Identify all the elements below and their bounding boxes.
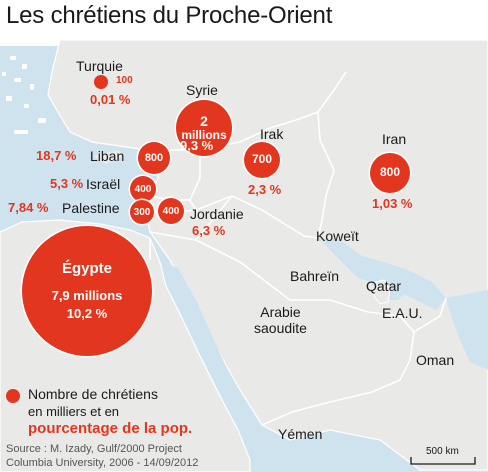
count-egypte: 7,9 millions (51, 288, 123, 304)
scale-bar (410, 457, 476, 465)
count-irak: 700 (251, 152, 273, 167)
pct-irak: 2,3 % (248, 182, 282, 197)
gulf-of-oman (446, 290, 488, 370)
persian-gulf (318, 238, 446, 310)
bubble-irak: 700 (244, 142, 280, 178)
bubble-liban: 800 (138, 142, 170, 174)
count-syrie-line1: 2 (200, 112, 208, 129)
scale-label: 500 km (426, 446, 459, 457)
count-liban: 800 (144, 151, 164, 164)
red-sea (160, 262, 262, 452)
country-label-eau: E.A.U. (382, 305, 423, 321)
country-label-koweit: Koweït (316, 228, 359, 244)
pct-palestine: 7,84 % (8, 200, 49, 215)
country-label-irak: Irak (260, 126, 284, 142)
country-label-egypte: Égypte (61, 259, 112, 277)
country-label-arabie-line1: Arabie (260, 304, 301, 320)
country-label-arabie: Arabie saoudite (254, 304, 307, 336)
bubble-egypte: Égypte 7,9 millions 10,2 % (22, 226, 152, 356)
country-label-palestine: Palestine (62, 200, 120, 216)
bubble-israel: 400 (130, 176, 156, 202)
pct-jordanie: 6,3 % (192, 223, 226, 238)
source-line1: Source : M. Izady, Gulf/2000 Project (6, 443, 182, 455)
count-turquie: 100 (116, 75, 133, 86)
source-line2: Columbia University, 2006 - 14/09/2012 (6, 456, 199, 469)
legend-dot (6, 389, 20, 403)
bubble-palestine: 300 (130, 200, 154, 224)
pct-liban: 18,7 % (36, 148, 77, 163)
bubble-syrie: 2 millions (176, 100, 232, 156)
cyprus (92, 150, 124, 164)
country-label-jordanie: Jordanie (190, 206, 244, 222)
title-band (0, 0, 488, 46)
country-label-liban: Liban (90, 148, 125, 164)
source: Source : M. Izady, Gulf/2000 Project Col… (6, 443, 198, 471)
count-jordanie: 400 (162, 205, 180, 217)
country-label-yemen: Yémen (278, 426, 323, 442)
count-palestine: 300 (133, 206, 151, 218)
pct-israel: 5,3 % (50, 176, 84, 191)
country-label-qatar: Qatar (366, 278, 402, 294)
page-title: Les chrétiens du Proche-Orient (6, 2, 333, 29)
aegean-islands (2, 56, 46, 134)
pct-turquie: 0,01 % (90, 92, 131, 107)
country-label-oman: Oman (416, 352, 455, 368)
country-label-turquie: Turquie (76, 58, 123, 74)
bubble-jordanie: 400 (158, 198, 184, 224)
legend-line2: en milliers et en (28, 404, 120, 419)
count-iran: 800 (379, 165, 401, 180)
country-label-iran: Iran (382, 131, 407, 147)
qatar-peninsula (373, 279, 391, 305)
pct-syrie: 9,3 % (180, 138, 214, 153)
pct-egypte: 10,2 % (66, 305, 108, 321)
country-label-israel: Israël (86, 176, 121, 192)
country-label-arabie-line2: saoudite (254, 320, 307, 336)
count-israel: 400 (134, 183, 152, 195)
country-label-bahrein: Bahreïn (290, 268, 340, 284)
country-borders (149, 71, 447, 426)
legend-line1: Nombre de chrétiens (28, 386, 158, 402)
country-label-syrie: Syrie (186, 82, 218, 98)
count-syrie-line2: millions (181, 128, 227, 143)
legend-line3: pourcentage de la pop. (28, 420, 193, 437)
pct-iran: 1,03 % (372, 196, 413, 211)
bubble-turquie (94, 75, 108, 89)
bubble-iran: 800 (370, 153, 410, 193)
